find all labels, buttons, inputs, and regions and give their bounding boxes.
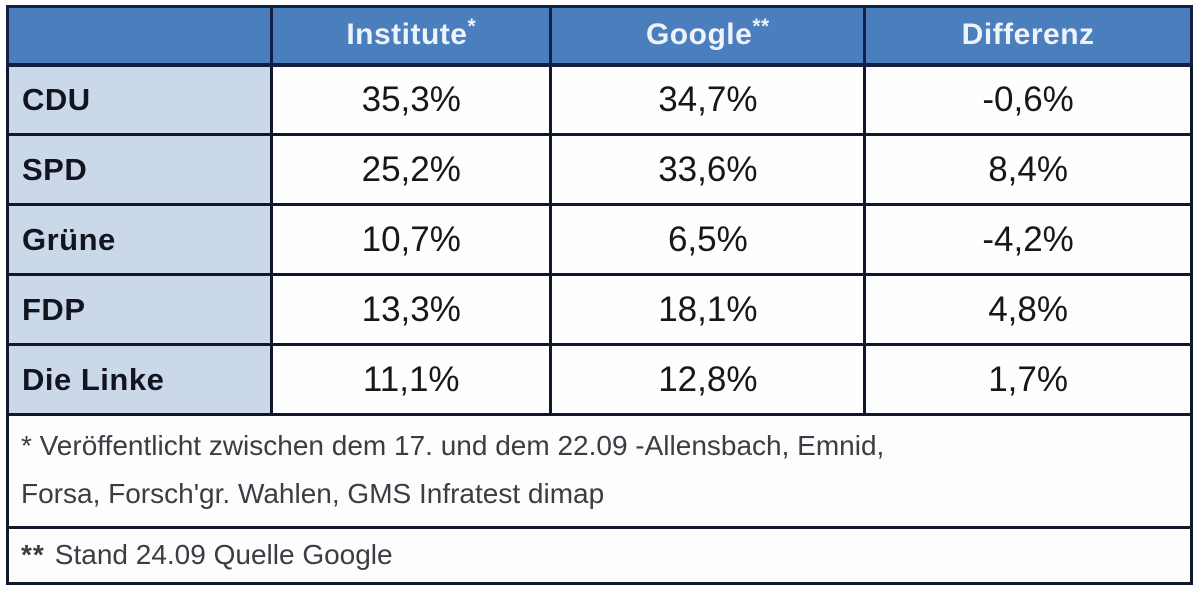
- differenz-value: -4,2%: [863, 203, 1193, 276]
- party-label: Die Linke: [5, 343, 274, 416]
- google-value: 33,6%: [549, 133, 867, 206]
- header-google-footnote-marker: **: [752, 15, 770, 39]
- google-value: 18,1%: [549, 273, 867, 346]
- differenz-value: 4,8%: [863, 273, 1193, 346]
- header-institute-footnote-marker: *: [467, 15, 477, 39]
- google-value: 6,5%: [549, 203, 867, 276]
- footnote-institute: * Veröffentlicht zwischen dem 17. und de…: [6, 412, 1193, 530]
- institute-value: 10,7%: [270, 203, 553, 276]
- table-row-die-linke: Die Linke 11,1% 12,8% 1,7%: [5, 343, 1193, 416]
- header-institute-label: Institute: [346, 18, 468, 52]
- header-cell-institute: Institute*: [270, 5, 553, 67]
- footnote-google: ** Stand 24.09 Quelle Google: [6, 526, 1193, 586]
- footnote-institute-row: * Veröffentlicht zwischen dem 17. und de…: [6, 412, 1193, 530]
- header-google-label: Google: [645, 18, 753, 52]
- institute-value: 11,1%: [270, 343, 553, 416]
- header-cell-differenz: Differenz: [863, 5, 1193, 67]
- table-row-fdp: FDP 13,3% 18,1% 4,8%: [5, 273, 1193, 346]
- footnote-google-marker: **: [21, 538, 45, 570]
- institute-value: 25,2%: [270, 133, 553, 206]
- differenz-value: -0,6%: [863, 63, 1193, 136]
- institute-value: 35,3%: [270, 63, 553, 136]
- footnote-institute-line-2: Forsa, Forsch'gr. Wahlen, GMS Infratest …: [21, 478, 605, 510]
- party-label: Grüne: [5, 203, 274, 276]
- party-label: FDP: [5, 273, 274, 346]
- table-row-spd: SPD 25,2% 33,6% 8,4%: [5, 133, 1193, 206]
- differenz-value: 8,4%: [863, 133, 1193, 206]
- google-value: 34,7%: [549, 63, 867, 136]
- party-label: CDU: [5, 63, 274, 136]
- footnote-google-text: Stand 24.09 Quelle Google: [54, 538, 393, 570]
- table-row-cdu: CDU 35,3% 34,7% -0,6%: [5, 63, 1193, 136]
- table-row-gruene: Grüne 10,7% 6,5% -4,2%: [5, 203, 1193, 276]
- differenz-value: 1,7%: [863, 343, 1193, 416]
- institute-value: 13,3%: [270, 273, 553, 346]
- header-cell-party: [5, 5, 274, 67]
- footnote-institute-line-1: * Veröffentlicht zwischen dem 17. und de…: [21, 430, 885, 461]
- footnote-google-row: ** Stand 24.09 Quelle Google: [6, 526, 1193, 586]
- header-differenz-label: Differenz: [961, 18, 1095, 52]
- poll-comparison-table: Institute* Google** Differenz CDU 35,3% …: [5, 5, 1193, 586]
- table-header-row: Institute* Google** Differenz: [5, 5, 1193, 67]
- google-value: 12,8%: [549, 343, 867, 416]
- header-cell-google: Google**: [549, 5, 867, 67]
- party-label: SPD: [5, 133, 274, 206]
